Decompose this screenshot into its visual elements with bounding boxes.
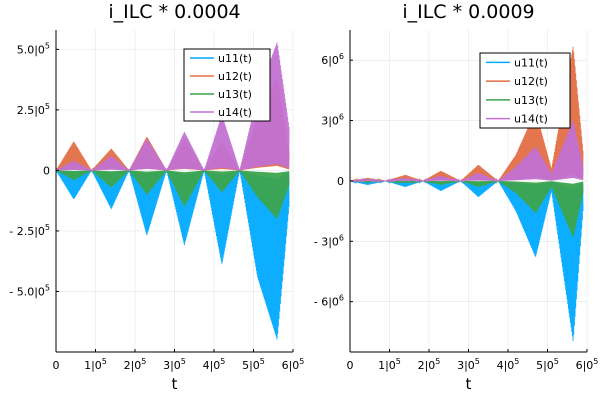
series-line-u11t <box>350 179 584 342</box>
y-tick-exponent: 5 <box>45 41 50 50</box>
y-tick-exponent: 6 <box>339 294 344 303</box>
x-tick-label: 1|05 <box>84 357 107 372</box>
legend-entry: u14(t) <box>218 106 252 119</box>
y-tick-label: 2.5|05 <box>17 102 50 117</box>
y-tick-exponent: 6 <box>339 52 344 61</box>
legend-box <box>479 52 571 129</box>
x-tick-exponent: 5 <box>102 357 107 366</box>
legend: u11(t) u12(t) u13(t) u14(t) <box>183 48 271 122</box>
x-tick-exponent: 5 <box>220 357 225 366</box>
x-tick-label: 2|05 <box>124 357 147 372</box>
legend-entry: u13(t) <box>514 94 548 107</box>
y-tick-label: 5.0|05 <box>17 41 50 56</box>
x-tick-label: 3|05 <box>163 357 186 372</box>
chart-panel-right: i_ILC * 0.0009 0 1|05 2|05 3|05 4|05 5|05 6|05 6… <box>314 1 599 393</box>
series-line-u14t <box>350 120 584 183</box>
y-tick-label: 3|06 <box>321 113 344 128</box>
y-tick-exponent: 6 <box>339 233 344 242</box>
x-tick-exponent: 5 <box>593 357 598 366</box>
legend-entry: u11(t) <box>218 52 252 65</box>
x-tick-label: 2|05 <box>418 357 441 372</box>
x-tick-label: 0 <box>347 359 354 372</box>
x-tick-label: 5|05 <box>536 357 559 372</box>
x-tick-label: 6|05 <box>282 357 305 372</box>
y-tick-exponent: 5 <box>45 102 50 111</box>
chart-title: i_ILC * 0.0004 <box>108 1 240 23</box>
legend-entry: u13(t) <box>218 88 252 101</box>
x-tick-label: 3|05 <box>457 357 480 372</box>
y-tick-exponent: 5 <box>45 283 50 292</box>
legend: u11(t) u12(t) u13(t) u14(t) <box>479 52 571 129</box>
x-tick-exponent: 5 <box>260 357 265 366</box>
x-tick-exponent: 5 <box>554 357 559 366</box>
x-axis-label: t <box>466 375 472 393</box>
x-tick-exponent: 5 <box>181 357 186 366</box>
y-tick-label: 0 <box>337 175 344 188</box>
x-tick-label: 4|05 <box>203 357 226 372</box>
chart-title: i_ILC * 0.0009 <box>402 1 534 23</box>
x-tick-label: 0 <box>53 359 60 372</box>
series-line-u13t <box>350 179 584 238</box>
y-tick-label: 0 <box>43 164 50 177</box>
x-tick-label: 6|05 <box>576 357 599 372</box>
y-tick-exponent: 5 <box>45 223 50 232</box>
x-tick-exponent: 5 <box>435 357 440 366</box>
series-line-u14t <box>55 42 290 173</box>
legend-box <box>183 48 271 122</box>
y-tick-label: - 5.0|05 <box>9 283 50 298</box>
y-tick-label: 6|06 <box>321 52 344 67</box>
y-tick-label: - 2.5|05 <box>9 223 50 238</box>
legend-entry: u14(t) <box>514 113 548 126</box>
y-tick-label: - 6|06 <box>314 294 344 309</box>
x-tick-exponent: 5 <box>475 357 480 366</box>
x-tick-label: 4|05 <box>497 357 520 372</box>
legend-entry: u11(t) <box>514 56 548 69</box>
x-tick-exponent: 5 <box>396 357 401 366</box>
x-tick-exponent: 5 <box>514 357 519 366</box>
x-axis-label: t <box>172 375 178 393</box>
y-tick-exponent: 6 <box>339 113 344 122</box>
x-tick-label: 1|05 <box>378 357 401 372</box>
x-tick-exponent: 5 <box>299 357 304 366</box>
legend-entry: u12(t) <box>218 70 252 83</box>
series-line-u11t <box>55 168 290 340</box>
y-tick-label: - 3|06 <box>314 233 344 248</box>
x-tick-exponent: 5 <box>141 357 146 366</box>
x-tick-label: 5|05 <box>242 357 265 372</box>
series-line-u13t <box>55 168 290 219</box>
legend-entry: u12(t) <box>514 75 548 88</box>
